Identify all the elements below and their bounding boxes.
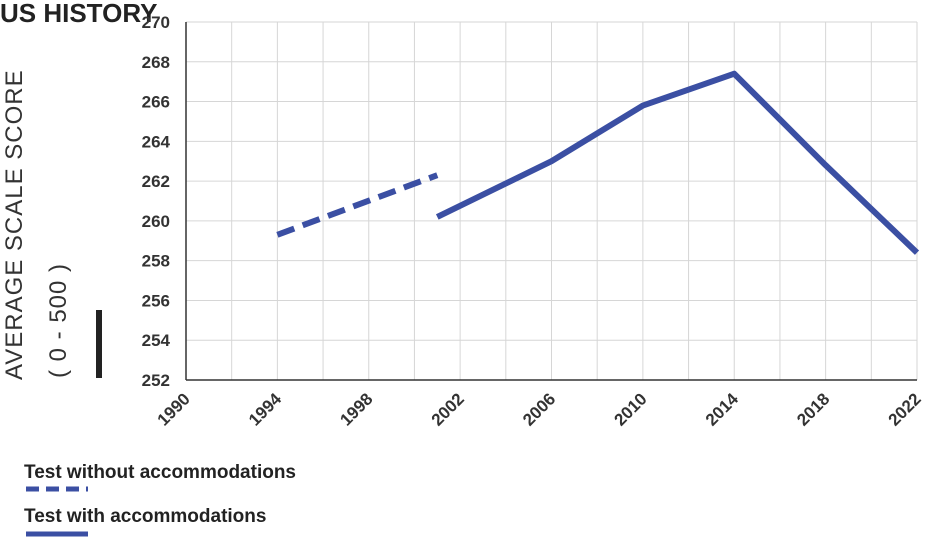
y-tick-label: 264 (142, 132, 171, 151)
y-tick-label: 258 (142, 252, 170, 271)
x-tick-label: 2014 (702, 389, 743, 430)
x-tick-label: 2006 (519, 389, 559, 429)
series (276, 70, 920, 255)
y-axis-sublabel: ( 0 - 500 ) (45, 263, 72, 378)
x-tick-label: 2002 (428, 389, 468, 429)
y-tick-label: 262 (142, 172, 170, 191)
y-tick-label: 252 (142, 371, 170, 390)
x-tick-label: 2022 (885, 389, 925, 429)
x-tick-label: 2018 (793, 389, 833, 429)
y-axis-ticks: 252 254 256 258 260 262 264 266 268 270 (142, 13, 171, 390)
y-tick-label: 268 (142, 53, 170, 72)
axes (185, 22, 917, 381)
series-line-1 (435, 70, 920, 255)
y-tick-label: 254 (142, 331, 171, 350)
x-tick-label: 1994 (245, 389, 286, 430)
chart-title: US HISTORY (0, 0, 157, 28)
x-axis-ticks: 1990 1994 1998 2002 2006 2010 2014 2018 2022 (154, 389, 925, 430)
axis-break-marker (96, 310, 102, 378)
x-tick-label: 1998 (336, 389, 376, 429)
grid (185, 21, 918, 381)
series-line-0 (276, 172, 439, 238)
x-tick-label: 2010 (611, 389, 651, 429)
legend-label-with-accommodations: Test with accommodations (24, 506, 266, 527)
y-tick-label: 270 (142, 13, 170, 32)
x-tick-label: 1990 (154, 389, 194, 429)
y-axis-label: AVERAGE SCALE SCORE (1, 69, 28, 380)
y-tick-label: 266 (142, 93, 170, 112)
y-tick-label: 256 (142, 291, 170, 310)
legend-label-without-accommodations: Test without accommodations (24, 462, 296, 483)
y-tick-label: 260 (142, 212, 170, 231)
